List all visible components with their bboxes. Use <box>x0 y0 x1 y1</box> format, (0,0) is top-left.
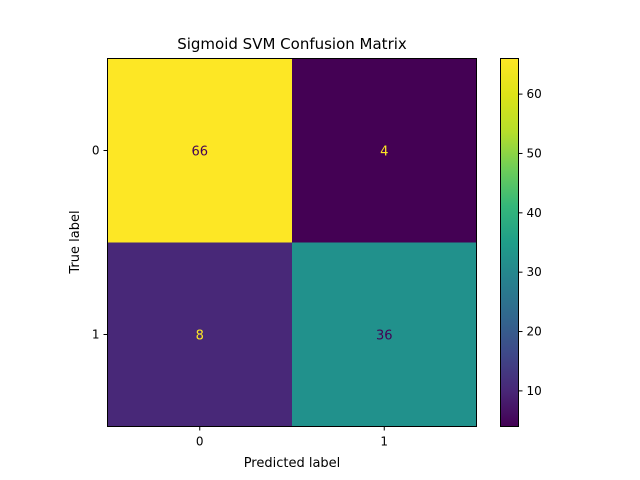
colorbar <box>500 58 519 427</box>
colorbar-tick-label-30: 30 <box>527 265 542 279</box>
colorbar-tick-label-60: 60 <box>527 87 542 101</box>
cell-value-0-0: 66 <box>191 145 208 160</box>
y-tick-label-0: 0 <box>92 144 100 158</box>
x-tick-label-1: 1 <box>380 435 388 449</box>
heatmap-cells <box>107 58 477 427</box>
cell-value-labels: 66 4 8 36 <box>191 145 392 344</box>
cell-value-1-0: 8 <box>196 329 204 344</box>
colorbar-ticks: 10 20 30 40 50 60 <box>518 87 542 398</box>
heatmap-cell-0-1 <box>292 58 477 243</box>
colorbar-tick-label-10: 10 <box>527 384 542 398</box>
chart-title: Sigmoid SVM Confusion Matrix <box>177 35 407 53</box>
heatmap-cell-0-0 <box>107 58 292 243</box>
y-tick-label-1: 1 <box>92 328 100 342</box>
y-axis-ticks: 01 <box>92 144 108 342</box>
colorbar-tick-label-50: 50 <box>527 146 542 160</box>
cell-value-1-1: 36 <box>376 329 393 344</box>
cell-value-0-1: 4 <box>380 145 388 160</box>
colorbar-tick-label-40: 40 <box>527 206 542 220</box>
heatmap-cell-1-1 <box>292 242 477 427</box>
heatmap-cell-1-0 <box>107 242 292 427</box>
colorbar-tick-label-20: 20 <box>527 325 542 339</box>
plot-frame <box>107 58 477 427</box>
x-axis-label: Predicted label <box>244 456 341 471</box>
y-axis-label: True label <box>68 210 83 274</box>
x-tick-label-0: 0 <box>196 435 204 449</box>
